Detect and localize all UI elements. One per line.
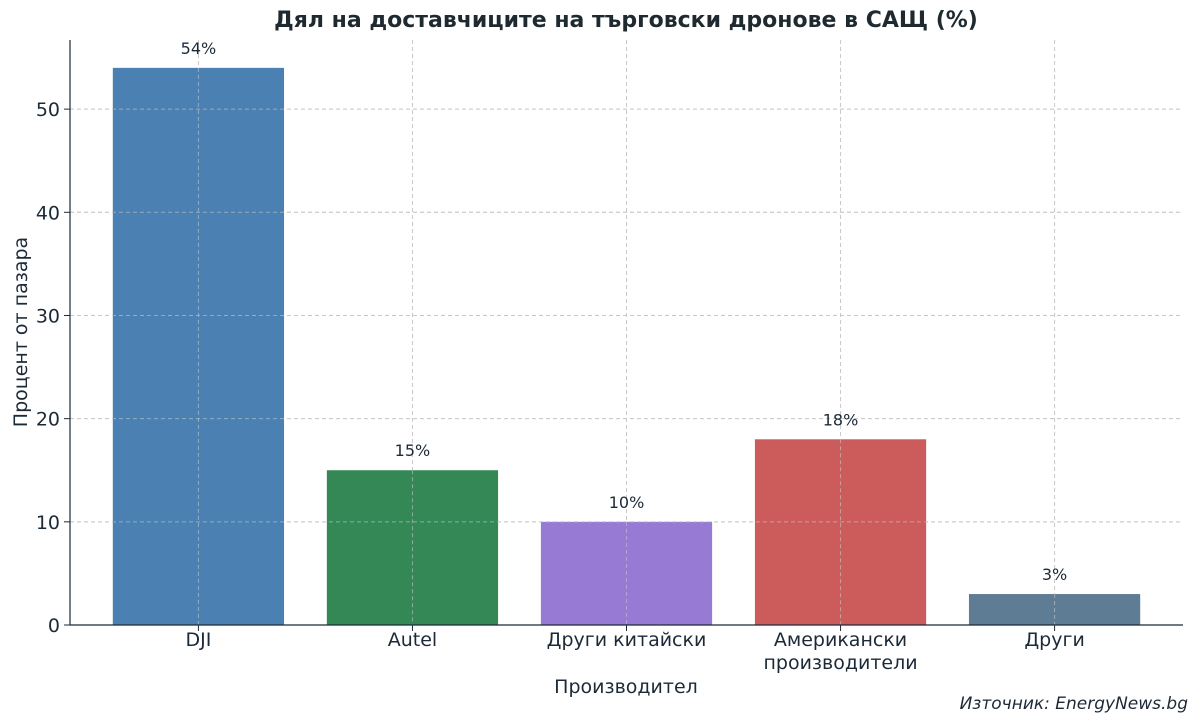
data-label: 15% <box>395 441 431 460</box>
y-tick-label: 40 <box>36 202 60 224</box>
x-tick-label: Американски производители <box>763 629 917 674</box>
data-label: 54% <box>181 39 217 58</box>
x-tick-label: Autel <box>388 629 437 651</box>
y-tick-label: 50 <box>36 99 60 121</box>
y-tick-label: 10 <box>36 512 60 534</box>
y-tick-label: 0 <box>48 615 60 637</box>
y-tick-label: 20 <box>36 409 60 431</box>
x-tick-label: Други китайски <box>547 629 707 651</box>
x-axis-label: Производител <box>554 676 698 698</box>
bar <box>112 67 285 626</box>
x-tick-label: DJI <box>186 629 212 651</box>
data-label: 18% <box>823 410 859 429</box>
data-label: 3% <box>1042 565 1067 584</box>
y-tick-label: 30 <box>36 305 60 327</box>
source-note: Източник: EnergyNews.bg <box>959 694 1188 714</box>
x-tick-label: Други <box>1024 629 1084 651</box>
chart-title: Дял на доставчиците на търговски дронове… <box>274 8 978 33</box>
data-label: 10% <box>609 493 645 512</box>
